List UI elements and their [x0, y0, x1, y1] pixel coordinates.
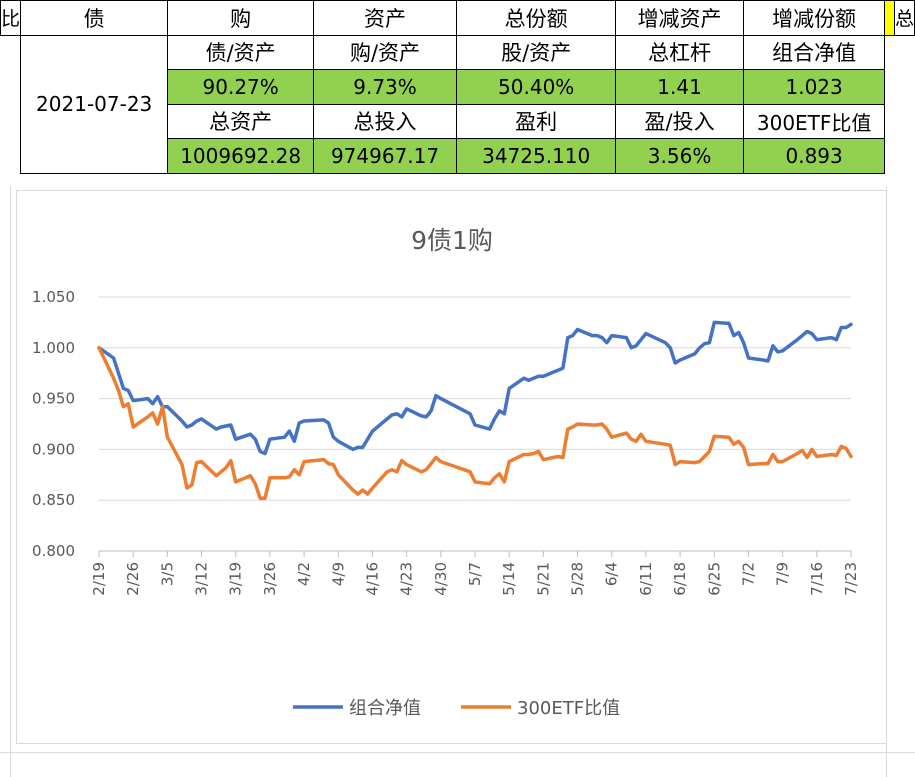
- y-tick-label: 0.850: [32, 491, 75, 509]
- label-cell[interactable]: 盈利: [456, 103, 617, 139]
- x-tick-label: 4/23: [398, 562, 416, 596]
- series-line-2: [97, 346, 853, 500]
- date-cell[interactable]: 2021-07-23: [20, 34, 169, 174]
- value-cell[interactable]: 1.023: [742, 69, 886, 105]
- y-tick-label: 0.900: [32, 440, 75, 458]
- blank-cell[interactable]: [1, 139, 21, 174]
- blank-cell[interactable]: [1, 35, 21, 70]
- x-tick-label: 4/9: [329, 562, 347, 586]
- value-cell[interactable]: 974967.17: [312, 138, 458, 174]
- x-tick-label: 6/18: [671, 562, 689, 596]
- value-cell[interactable]: 1.41: [615, 69, 744, 105]
- summary-table: 比 债 购 资产 总份额 增减资产 增减份额 总 2021-07-23 债/资产…: [0, 0, 915, 174]
- header-cell-yellow[interactable]: [884, 0, 895, 36]
- blank-cell[interactable]: [1, 104, 21, 139]
- value-cell[interactable]: 3.56%: [615, 138, 744, 174]
- value-cell[interactable]: 1009692.28: [167, 138, 314, 174]
- header-cell[interactable]: 增减份额: [742, 0, 886, 36]
- line-chart[interactable]: 9债1购 0.800 0.850 0.900 0.950 1.000 1.050 2/19 2…: [17, 191, 886, 743]
- chart-container[interactable]: 9债1购 0.800 0.850 0.900 0.950 1.000 1.050 2/19 2…: [16, 190, 887, 744]
- x-tick-label: 4/2: [295, 562, 313, 586]
- x-tick-label: 7/9: [774, 562, 792, 586]
- y-tick-label: 0.800: [32, 542, 75, 560]
- x-tick-label: 4/16: [363, 562, 381, 596]
- x-tick-label: 4/30: [432, 562, 450, 596]
- x-tick-label: 3/19: [227, 562, 245, 596]
- value-cell[interactable]: 0.893: [742, 138, 886, 174]
- table-row: 总资产 总投入 盈利 盈/投入 300ETF比值: [1, 103, 915, 139]
- x-tick-label: 3/5: [158, 562, 176, 586]
- label-cell[interactable]: 购/资产: [312, 34, 458, 70]
- x-tick-label: 5/14: [500, 562, 518, 596]
- axes: 0.800 0.850 0.900 0.950 1.000 1.050 2/19 2/26 3/…: [32, 288, 860, 596]
- blank-cell[interactable]: [894, 104, 914, 139]
- x-tick-label: 5/28: [569, 562, 587, 596]
- x-tick-label: 2/26: [124, 562, 142, 596]
- value-cell[interactable]: 34725.110: [456, 138, 617, 174]
- blank-cell[interactable]: [885, 104, 895, 139]
- gridlines: [99, 296, 851, 501]
- value-cell[interactable]: 90.27%: [167, 69, 314, 105]
- sheet-gridline: [10, 186, 11, 777]
- table-row: 1009692.28 974967.17 34725.110 3.56% 0.8…: [1, 138, 915, 174]
- header-cell[interactable]: 增减资产: [615, 0, 744, 36]
- series-lines: [97, 320, 853, 500]
- x-tick-label: 3/26: [261, 562, 279, 596]
- x-tick-label: 7/2: [739, 562, 757, 586]
- blank-cell[interactable]: [894, 139, 914, 174]
- blank-cell[interactable]: [1, 70, 21, 105]
- label-cell[interactable]: 股/资产: [456, 34, 617, 70]
- label-cell[interactable]: 组合净值: [742, 34, 886, 70]
- header-cell[interactable]: 总: [893, 0, 915, 36]
- blank-cell[interactable]: [894, 70, 914, 105]
- x-tick-label: 6/11: [637, 562, 655, 596]
- x-tick-label: 6/25: [705, 562, 723, 596]
- blank-cell[interactable]: [885, 139, 895, 174]
- label-cell[interactable]: 盈/投入: [615, 103, 744, 139]
- blank-cell[interactable]: [894, 35, 914, 70]
- chart-title: 9债1购: [411, 226, 493, 255]
- blank-cell[interactable]: [885, 70, 895, 105]
- legend[interactable]: 组合净值 300ETF比值: [293, 698, 620, 719]
- value-cell[interactable]: 9.73%: [312, 69, 458, 105]
- label-cell[interactable]: 总杠杆: [615, 34, 744, 70]
- label-cell[interactable]: 总资产: [167, 103, 314, 139]
- x-tick-label: 2/19: [90, 562, 108, 596]
- table-header-row: 比 债 购 资产 总份额 增减资产 增减份额 总: [0, 0, 915, 36]
- label-cell[interactable]: 总投入: [312, 103, 458, 139]
- x-tick-label: 5/21: [534, 562, 552, 596]
- y-tick-label: 1.000: [32, 339, 75, 357]
- x-tick-label: 3/12: [193, 562, 211, 596]
- label-cell[interactable]: 债/资产: [167, 34, 314, 70]
- table-row: 2021-07-23 债/资产 购/资产 股/资产 总杠杆 组合净值: [1, 34, 915, 174]
- header-cell[interactable]: 总份额: [456, 0, 617, 36]
- x-tick-label: 7/16: [808, 562, 826, 596]
- header-cell[interactable]: 资产: [312, 0, 458, 36]
- blank-cell[interactable]: [884, 34, 895, 70]
- header-cell[interactable]: 债: [20, 0, 169, 36]
- legend-label: 组合净值: [349, 698, 421, 719]
- legend-label: 300ETF比值: [517, 698, 620, 719]
- series-line-1: [97, 320, 853, 456]
- value-cell[interactable]: 50.40%: [456, 69, 617, 105]
- x-tick-label: 7/23: [842, 562, 860, 596]
- x-tick-label: 6/4: [603, 562, 621, 586]
- y-tick-label: 1.050: [32, 288, 75, 306]
- y-tick-label: 0.950: [32, 390, 75, 408]
- sheet-gridline: [0, 752, 915, 753]
- label-cell[interactable]: 300ETF比值: [742, 103, 886, 139]
- header-cell[interactable]: 购: [167, 0, 314, 36]
- x-tick-label: 5/7: [466, 562, 484, 586]
- header-cell[interactable]: 比: [0, 0, 22, 36]
- table-row: 90.27% 9.73% 50.40% 1.41 1.023: [1, 69, 915, 105]
